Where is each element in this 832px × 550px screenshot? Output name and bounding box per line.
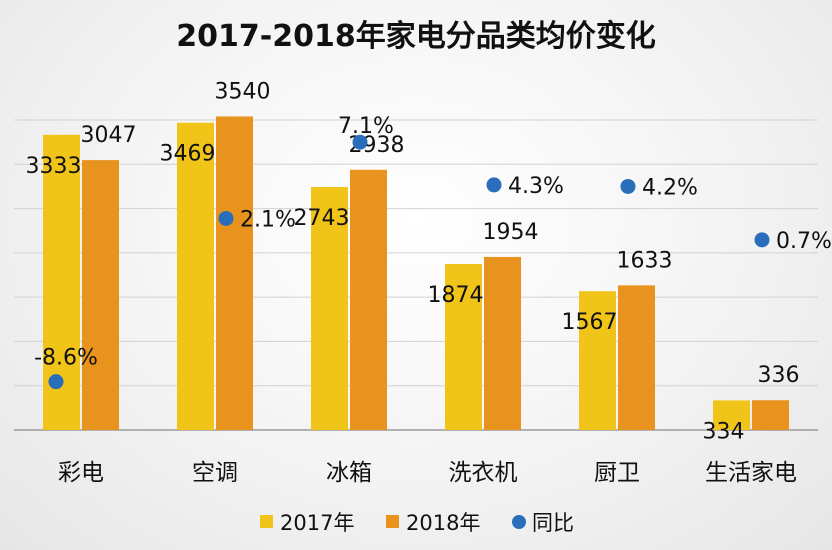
data-label-2018: 3047 bbox=[81, 123, 137, 148]
bar-2017 bbox=[177, 122, 214, 430]
bar-2017 bbox=[311, 187, 348, 430]
bar-2018 bbox=[618, 285, 655, 430]
yoy-label: -8.6% bbox=[34, 346, 98, 371]
data-label-2017: 3333 bbox=[26, 154, 82, 179]
legend-swatch bbox=[386, 515, 399, 528]
bars bbox=[43, 116, 789, 430]
category-label: 冰箱 bbox=[326, 460, 372, 486]
legend-label: 2018年 bbox=[406, 511, 480, 535]
yoy-points: -8.6% 2.1% 7.1% 4.3% 4.2% 0.7% bbox=[34, 114, 832, 390]
data-label-2017: 3469 bbox=[160, 142, 216, 167]
legend-label: 同比 bbox=[532, 511, 574, 535]
bar-2018 bbox=[752, 400, 789, 430]
yoy-point bbox=[352, 134, 368, 150]
category-labels: 彩电 空调 冰箱 洗衣机 厨卫 生活家电 bbox=[58, 460, 797, 486]
data-label-2017: 1874 bbox=[428, 283, 484, 308]
category-label: 彩电 bbox=[58, 460, 104, 486]
legend-item-2017: 2017年 bbox=[260, 511, 354, 535]
data-label-2017: 1567 bbox=[562, 310, 618, 335]
yoy-label: 4.2% bbox=[642, 175, 698, 200]
data-label-2018: 1954 bbox=[483, 220, 539, 245]
legend-item-yoy: 同比 bbox=[512, 511, 574, 535]
bar-2017 bbox=[445, 264, 482, 430]
yoy-point bbox=[486, 177, 502, 193]
bar-2018 bbox=[350, 169, 387, 430]
legend-item-2018: 2018年 bbox=[386, 511, 480, 535]
yoy-label: 2.1% bbox=[240, 207, 296, 232]
bar-labels: 3333304734693540274329381874195415671633… bbox=[26, 79, 800, 444]
legend-swatch bbox=[260, 515, 273, 528]
category-label: 洗衣机 bbox=[449, 460, 518, 486]
data-label-2017: 334 bbox=[703, 419, 745, 444]
data-label-2017: 2743 bbox=[294, 206, 350, 231]
legend: 2017年 2018年 同比 bbox=[260, 511, 574, 535]
chart-title: 2017-2018年家电分品类均价变化 bbox=[176, 19, 655, 54]
yoy-point bbox=[218, 210, 234, 226]
category-label: 厨卫 bbox=[594, 460, 640, 486]
bar-2017 bbox=[579, 291, 616, 430]
data-label-2018: 3540 bbox=[215, 79, 271, 104]
yoy-label: 4.3% bbox=[508, 174, 564, 199]
category-label: 生活家电 bbox=[705, 460, 797, 486]
legend-swatch bbox=[512, 515, 526, 529]
legend-label: 2017年 bbox=[280, 511, 354, 535]
yoy-point bbox=[754, 232, 770, 248]
yoy-point bbox=[48, 374, 64, 390]
yoy-label: 0.7% bbox=[776, 229, 832, 254]
bar-2018 bbox=[484, 256, 521, 430]
bar-2018 bbox=[216, 116, 253, 430]
gridlines bbox=[14, 119, 818, 431]
yoy-point bbox=[620, 178, 636, 194]
data-label-2018: 336 bbox=[758, 363, 800, 388]
data-label-2018: 1633 bbox=[617, 248, 673, 273]
yoy-label: 7.1% bbox=[338, 114, 394, 139]
bar-2017 bbox=[713, 400, 750, 430]
category-label: 空调 bbox=[192, 460, 238, 486]
bar-2018 bbox=[82, 160, 119, 430]
